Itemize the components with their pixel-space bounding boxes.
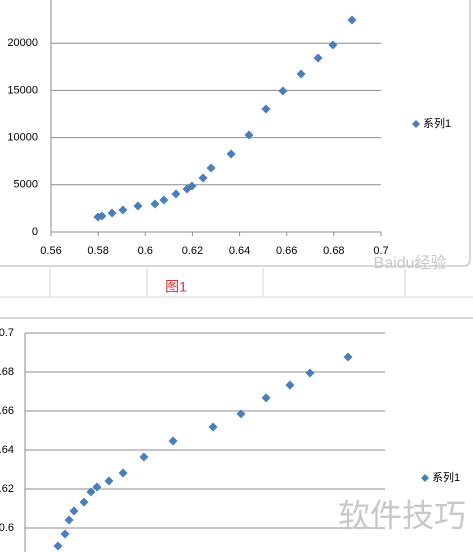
point [261, 104, 271, 114]
point [104, 476, 114, 486]
point [79, 497, 89, 507]
y-tick-label: 0.6 [0, 522, 14, 534]
point [206, 163, 216, 173]
point [171, 189, 181, 199]
y-tick-label: 15000 [7, 84, 38, 96]
point [107, 208, 117, 218]
point [208, 422, 218, 432]
caption: 图1 [165, 279, 187, 295]
sheet-grid [0, 268, 473, 298]
point [278, 86, 288, 96]
x-tick-label: 0.6 [138, 245, 153, 257]
point [236, 409, 246, 419]
x-tick-label: 0.58 [87, 245, 108, 257]
y-tick-label: 0.68 [0, 366, 14, 378]
x-tick-label: 0.68 [323, 245, 344, 257]
point [187, 181, 197, 191]
point [139, 452, 149, 462]
point [133, 201, 143, 211]
point [53, 541, 63, 551]
y-tick-label: 0.62 [0, 483, 14, 495]
y-tick-label: 0.66 [0, 405, 14, 417]
point [305, 368, 315, 378]
x-tick-label: 0.66 [276, 245, 297, 257]
point [198, 173, 208, 183]
point [313, 53, 323, 63]
point [244, 130, 254, 140]
y-tick-label: 0 [32, 226, 38, 238]
legend-label: 系列1 [423, 116, 451, 130]
legend-marker [421, 474, 429, 482]
y-tick-label: 20000 [7, 37, 38, 49]
y-tick-label: 10000 [7, 132, 38, 144]
x-tick-label: 0.62 [182, 245, 203, 257]
y-tick-label: 0.7 [0, 327, 14, 339]
x-tick-label: 0.7 [373, 245, 388, 257]
y-tick-label: 25000 [7, 0, 38, 2]
legend-marker [412, 120, 420, 128]
point [347, 15, 357, 25]
x-tick-label: 0.64 [229, 245, 250, 257]
point [64, 515, 74, 525]
point [118, 468, 128, 478]
point [86, 487, 96, 497]
point [69, 506, 79, 516]
point [159, 195, 169, 205]
point [92, 482, 102, 492]
point [150, 199, 160, 209]
y-tick-label: 5000 [14, 179, 38, 191]
watermark: 软件技巧 [338, 497, 466, 533]
point [118, 205, 128, 215]
point [343, 352, 353, 362]
chart-frame [0, 0, 471, 267]
point [226, 149, 236, 159]
point [168, 436, 178, 446]
point [97, 211, 107, 221]
y-tick-label: 0.64 [0, 444, 14, 456]
point [60, 529, 70, 539]
point [285, 380, 295, 390]
watermark: Baidu经验 [374, 254, 447, 272]
point [261, 393, 271, 403]
point [296, 69, 306, 79]
point [328, 40, 338, 50]
x-tick-label: 0.56 [40, 245, 61, 257]
legend-label: 系列1 [432, 470, 460, 484]
